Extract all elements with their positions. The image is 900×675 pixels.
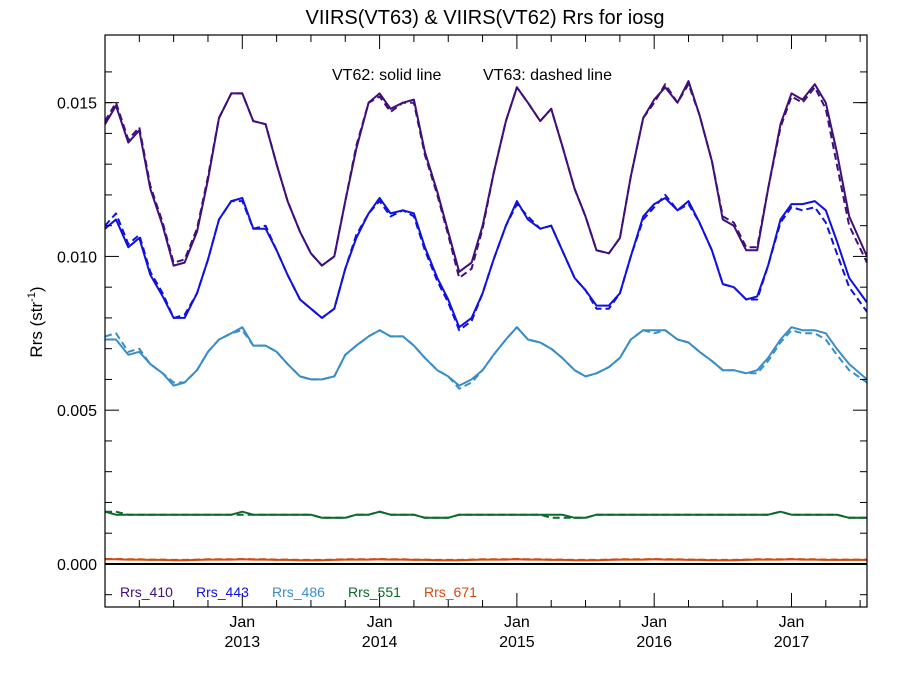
x-axis: Jan 2013 Jan 2014 Jan 2015 Jan 2016 Jan 2017	[138, 35, 861, 651]
series-layer	[105, 80, 867, 562]
series-Rrs_486-solid	[105, 326, 867, 387]
series-Rrs_410-dashed	[105, 83, 867, 279]
x-tick-year: 2016	[636, 634, 672, 651]
y-tick-label: 0.010	[57, 249, 97, 266]
y-axis: 0.000 0.005 0.010 0.015	[57, 71, 867, 596]
series-Rrs_551-dashed	[105, 510, 867, 519]
y-axis-label-superscript: -1	[26, 292, 38, 302]
x-tick-year: 2017	[774, 634, 810, 651]
legend-item-Rrs_551: Rrs_551	[348, 584, 401, 600]
x-tick-year: 2015	[499, 634, 535, 651]
x-tick-month: Jan	[779, 614, 805, 631]
y-axis-label-main: Rrs (str	[27, 302, 46, 358]
x-tick-month: Jan	[504, 614, 530, 631]
x-tick-month: Jan	[641, 614, 667, 631]
y-tick-label: 0.005	[57, 403, 97, 420]
annotation-dashed: VT63: dashed line	[483, 67, 612, 84]
plot-frame	[104, 34, 868, 608]
y-tick-label: 0.015	[57, 96, 97, 113]
y-tick-label: 0.000	[57, 557, 97, 574]
series-Rrs_443-dashed	[105, 193, 867, 332]
legend-item-Rrs_486: Rrs_486	[272, 584, 325, 600]
plot-clip-group	[105, 80, 867, 562]
y-axis-label-close: )	[27, 286, 46, 292]
annotation-solid: VT62: solid line	[332, 67, 441, 84]
series-Rrs_486-dashed	[105, 326, 867, 390]
x-tick-month: Jan	[229, 614, 255, 631]
legend-item-Rrs_410: Rrs_410	[120, 584, 173, 600]
x-tick-year: 2014	[362, 634, 398, 651]
series-Rrs_671-dashed	[105, 558, 867, 561]
chart-title: VIIRS(VT63) & VIIRS(VT62) Rrs for iosg	[306, 7, 665, 29]
y-axis-label: Rrs (str-1)	[26, 286, 46, 357]
legend-item-Rrs_671: Rrs_671	[424, 584, 477, 600]
legend: Rrs_410 Rrs_443 Rrs_486 Rrs_551 Rrs_671	[120, 584, 477, 600]
x-tick-year: 2013	[225, 634, 261, 651]
series-Rrs_410-solid	[105, 80, 867, 273]
legend-item-Rrs_443: Rrs_443	[196, 584, 249, 600]
x-tick-month: Jan	[367, 614, 393, 631]
